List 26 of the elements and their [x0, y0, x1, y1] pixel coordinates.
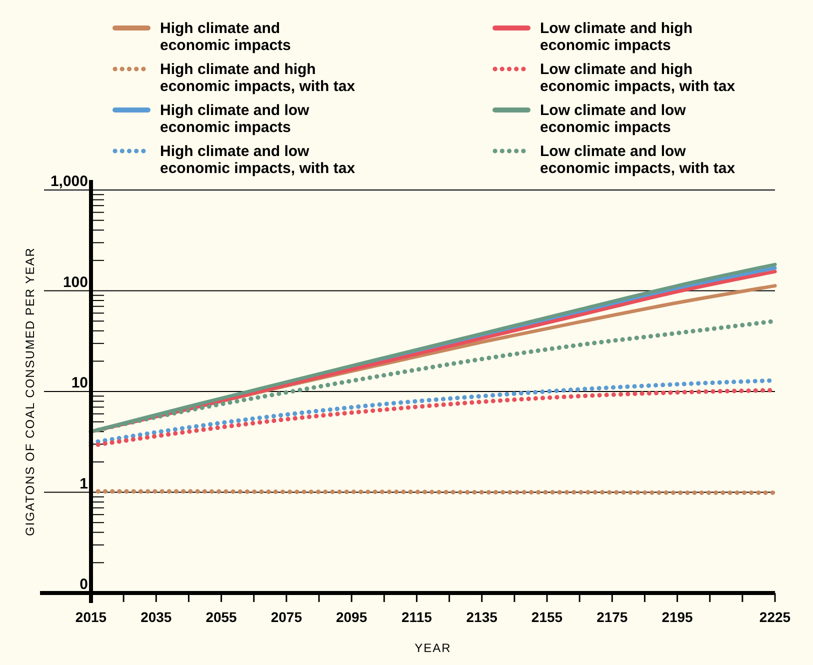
x-tick-label: 2075: [270, 609, 302, 625]
legend-label: High climate and high economic impacts, with tax: [160, 61, 356, 95]
x-tick-label: 2155: [531, 609, 563, 625]
x-tick-label: 2015: [75, 609, 107, 625]
y-tick-label: 1: [80, 475, 88, 492]
x-tick-label: 2095: [336, 609, 368, 625]
legend-label: Low climate and low economic impacts: [540, 102, 686, 136]
x-tick-label: 2115: [402, 609, 432, 625]
y-tick-label: 100: [62, 274, 88, 291]
x-tick-label: 2135: [466, 609, 498, 625]
legend-label: High climate and low economic impacts, with tax: [160, 143, 356, 177]
y-tick-label: 1,000: [50, 173, 88, 190]
legend-label: Low climate and low economic impacts, with tax: [540, 143, 736, 177]
legend-label: High climate and low economic impacts: [160, 102, 310, 136]
y-axis-title: GIGATONS OF COAL CONSUMED PER YEAR: [23, 247, 37, 536]
x-tick-label: 2055: [206, 609, 238, 625]
x-tick-label: 2225: [759, 609, 791, 625]
x-tick-label: 2035: [140, 609, 172, 625]
y-tick-label: 0: [80, 576, 88, 593]
x-tick-label: 2175: [596, 609, 628, 625]
y-tick-label: 10: [71, 374, 88, 392]
legend-label: Low climate and high economic impacts: [540, 20, 693, 54]
x-tick-label: 2195: [662, 609, 694, 625]
x-axis-title: YEAR: [414, 641, 452, 655]
legend-label: Low climate and high economic impacts, with tax: [540, 61, 736, 95]
legend-label: High climate and economic impacts: [160, 20, 291, 54]
